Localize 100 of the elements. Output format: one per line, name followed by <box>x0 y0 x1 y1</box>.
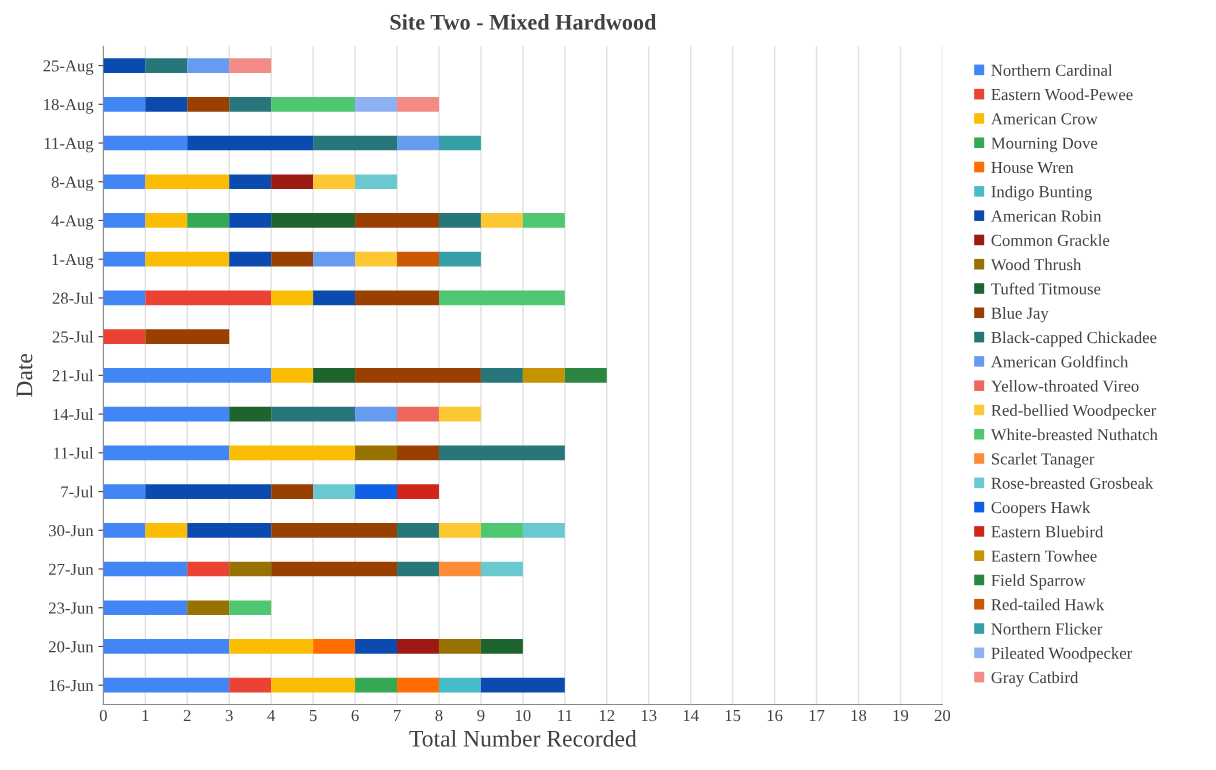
bar <box>271 251 314 267</box>
y-tick-label: 1-Aug <box>52 253 94 269</box>
bar <box>145 96 188 112</box>
x-tick-label: 15 <box>725 709 741 722</box>
y-tick-label: 4-Aug <box>51 215 94 230</box>
bar <box>271 522 398 538</box>
bar <box>397 522 439 538</box>
legend-label: Scarlet Tanager <box>991 452 1095 468</box>
bar <box>522 213 565 228</box>
x-tick-label: 4 <box>267 710 276 721</box>
legend-label: Eastern Bluebird <box>991 525 1104 538</box>
y-tick-label: 28-Jul <box>52 292 94 304</box>
bar <box>271 368 314 383</box>
bar <box>397 639 439 654</box>
x-tick-label: 18 <box>851 709 867 722</box>
x-tick-label: 8 <box>435 709 443 722</box>
bar <box>438 290 565 306</box>
y-tick-label: 8-Aug <box>51 176 94 192</box>
bar <box>397 135 439 151</box>
x-axis-title: Total Number Recorded <box>409 730 637 747</box>
bar <box>313 484 356 499</box>
bar <box>438 639 481 654</box>
bar <box>229 58 272 73</box>
x-tick-label: 2 <box>183 709 191 721</box>
bar <box>397 96 439 112</box>
x-tick-label: 7 <box>393 710 401 721</box>
bar <box>229 639 314 654</box>
bar <box>103 251 146 267</box>
legend-label: Blue Jay <box>991 307 1049 323</box>
bar <box>438 135 481 151</box>
bar <box>229 561 272 577</box>
bar <box>480 368 523 383</box>
bar <box>103 677 230 693</box>
bar <box>438 251 481 267</box>
legend-label: Coopers Hawk <box>991 501 1091 517</box>
legend-label: Gray Catbird <box>991 671 1079 687</box>
legend-label: Field Sparrow <box>991 574 1086 590</box>
bar <box>271 406 356 422</box>
bar <box>103 561 188 577</box>
bar <box>480 213 523 228</box>
y-tick-label: 30-Jun <box>49 524 94 537</box>
legend-label: Pileated Woodpecker <box>991 647 1133 663</box>
bar <box>438 213 481 228</box>
bar <box>480 522 523 538</box>
bar <box>438 445 565 461</box>
bar <box>355 174 398 190</box>
legend-label: Common Grackle <box>991 234 1110 246</box>
bar <box>103 600 188 616</box>
legend-label: Red-bellied Woodpecker <box>991 404 1157 420</box>
bar <box>438 406 481 422</box>
bar <box>313 135 398 151</box>
bar <box>187 135 314 151</box>
bar <box>145 213 188 228</box>
bar <box>145 522 188 538</box>
x-tick-label: 12 <box>599 709 615 721</box>
legend-label: Northern Cardinal <box>991 64 1113 76</box>
bar <box>355 368 481 383</box>
bar <box>229 251 272 267</box>
y-tick-label: 14-Jul <box>53 408 94 421</box>
x-tick-label: 1 <box>142 709 149 721</box>
bar <box>355 677 398 693</box>
y-tick-label: 25-Jul <box>52 330 94 343</box>
bar <box>229 600 272 616</box>
bar <box>145 174 230 190</box>
y-tick-label: 7-Jul <box>61 485 94 498</box>
bar <box>313 639 356 654</box>
legend-label: Black-capped Chickadee <box>991 331 1157 347</box>
legend-label: House Wren <box>991 162 1074 174</box>
bar <box>438 677 481 693</box>
x-tick-label: 3 <box>225 709 233 722</box>
bar <box>229 174 272 190</box>
bar <box>103 639 230 654</box>
bar <box>229 96 272 112</box>
bar <box>355 251 398 267</box>
bar <box>271 96 356 112</box>
y-tick-label: 21-Jul <box>52 369 94 382</box>
legend-label: American Robin <box>991 209 1102 222</box>
x-tick-label: 16 <box>767 709 783 722</box>
bar <box>355 290 439 306</box>
x-tick-label: 19 <box>893 709 909 722</box>
x-tick-label: 9 <box>477 709 485 722</box>
bar <box>355 406 398 422</box>
bar <box>103 135 188 151</box>
bar <box>103 484 146 499</box>
bar <box>355 213 439 228</box>
y-tick-label: 23-Jun <box>49 602 94 614</box>
bar <box>355 445 398 461</box>
legend-label: Red-tailed Hawk <box>991 598 1105 611</box>
bar <box>145 329 230 345</box>
legend-label: Wood Thrush <box>990 258 1082 271</box>
bar <box>229 677 272 693</box>
legend-label: Rose-breasted Grosbeak <box>991 477 1154 489</box>
bar <box>271 290 314 306</box>
bar <box>103 213 146 228</box>
legend-label: Eastern Towhee <box>991 550 1097 562</box>
y-tick-label: 16-Jun <box>49 679 94 692</box>
bar <box>480 639 523 654</box>
bar <box>313 368 356 383</box>
y-tick-label: 20-Jun <box>49 641 94 653</box>
bar <box>103 290 146 306</box>
